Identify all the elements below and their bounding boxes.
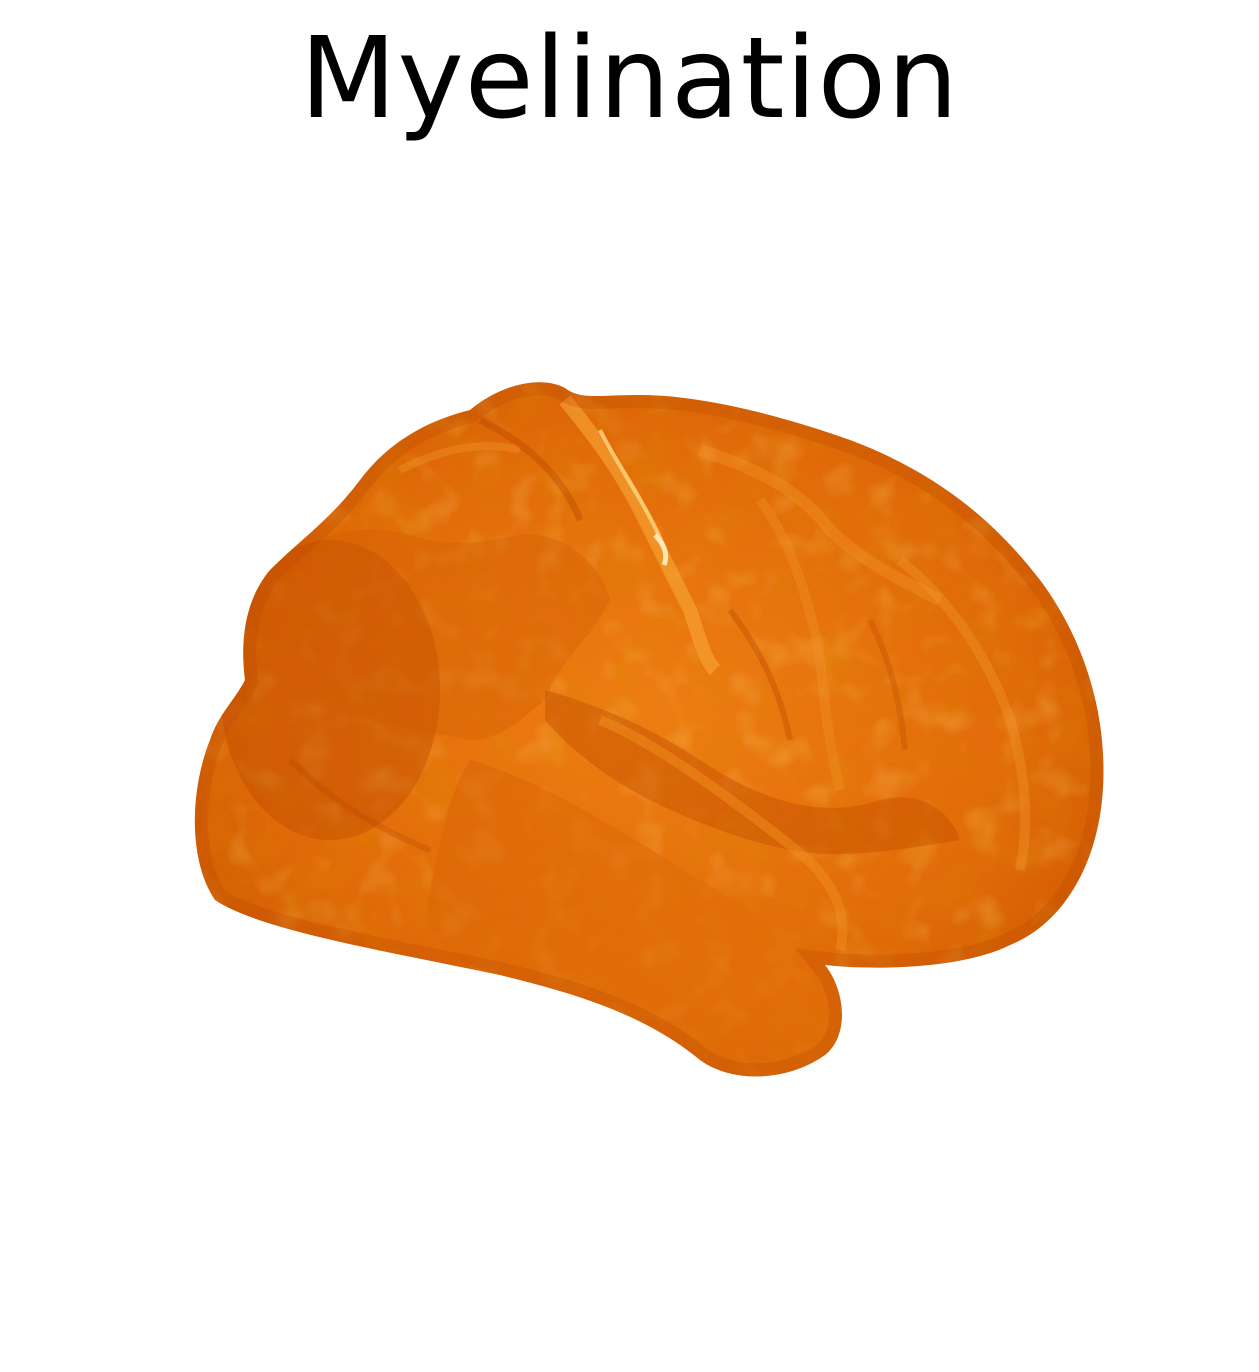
- figure-title: Myelination: [299, 14, 960, 144]
